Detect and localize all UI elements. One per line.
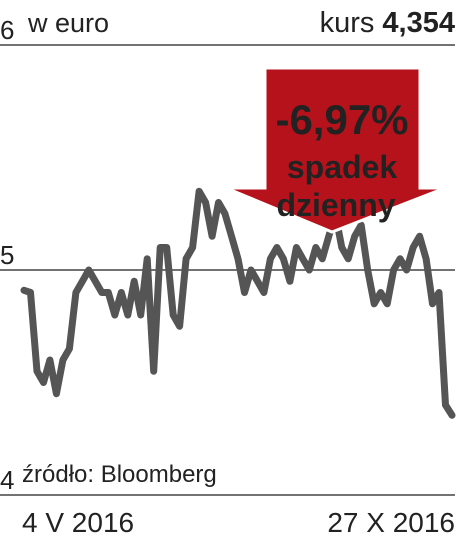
- price-label: kurs: [320, 7, 375, 39]
- unit-label: w euro: [27, 8, 109, 38]
- price-line: [20, 187, 456, 419]
- x-tick-label: 4 V 2016: [22, 507, 134, 538]
- y-tick-label: 5: [0, 240, 14, 270]
- annotation-line1: spadek: [287, 149, 397, 185]
- down-arrow: [225, 66, 446, 234]
- source: źródło: Bloomberg: [22, 461, 217, 488]
- change-label: -6,97%: [275, 96, 408, 143]
- y-tick-label: 6: [0, 15, 14, 45]
- price-value: 4,354: [382, 7, 455, 39]
- y-tick-label: 4: [0, 465, 14, 495]
- annotation-line2: dzienny: [276, 187, 395, 223]
- x-tick-label: 27 X 2016: [327, 507, 455, 538]
